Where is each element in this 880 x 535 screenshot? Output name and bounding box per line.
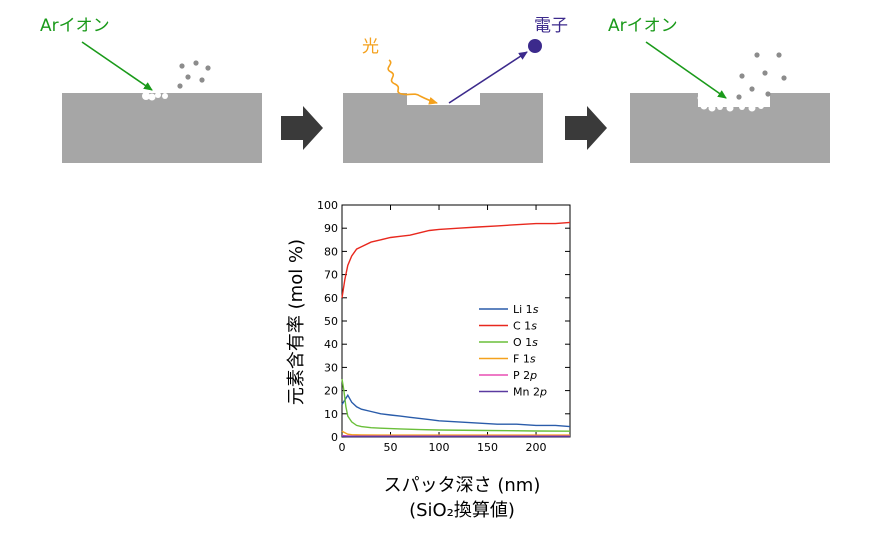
x-ray-wavy-arrow: [387, 59, 438, 105]
sputter-debris-3: [697, 94, 764, 112]
sample-block-2: [343, 93, 543, 163]
step2-panel: 光 電子: [343, 16, 568, 163]
ar-ion-label-3: Arイオン: [608, 16, 678, 36]
sputter-debris-1: [142, 92, 168, 101]
x-tick-label: 150: [477, 441, 498, 454]
x-tick-label: 50: [384, 441, 398, 454]
y-tick-label: 10: [324, 408, 338, 421]
depth-profile-chart: 0 10 20 30 40 50 60 70 80 90 100 0 50 100 150 200 Li 1s…: [286, 199, 571, 521]
electron-label: 電子: [534, 16, 568, 36]
y-tick-label: 30: [324, 361, 338, 374]
y-tick-label: 20: [324, 385, 338, 398]
x-tick-label: 200: [526, 441, 547, 454]
step1-panel: Arイオン: [40, 16, 262, 163]
x-tick-label: 100: [429, 441, 450, 454]
chart-series: [341, 221, 571, 438]
legend-label: F 1s: [513, 353, 536, 366]
ar-ion-arrow-3: [645, 41, 727, 99]
process-arrow-1: [281, 106, 323, 150]
ar-ion-label-1: Arイオン: [40, 16, 110, 36]
x-axis-sublabel: (SiO₂換算値): [409, 500, 515, 521]
ar-ion-arrow-1: [81, 41, 153, 91]
ejected-particles-1: [177, 60, 211, 89]
y-tick-label: 70: [324, 269, 338, 282]
y-tick-label: 90: [324, 222, 338, 235]
chart-axes: 0 10 20 30 40 50 60 70 80 90 100 0 50 100 150 200: [317, 199, 570, 454]
y-tick-label: 0: [331, 431, 338, 444]
legend-label: O 1s: [513, 336, 538, 349]
chart-legend: Li 1s C 1s O 1s F 1s P 2p Mn 2p: [479, 303, 547, 399]
light-label: 光: [362, 37, 379, 57]
photoelectron-arrow: [448, 51, 528, 104]
process-arrow-2: [565, 106, 607, 150]
x-axis-label: スパッタ深さ (nm): [384, 475, 541, 496]
y-tick-label: 50: [324, 315, 338, 328]
x-tick-label: 0: [339, 441, 346, 454]
y-tick-label: 60: [324, 292, 338, 305]
ejected-particles-3: [736, 52, 787, 100]
sample-block-3: [630, 93, 830, 163]
series-line-f-1s: [341, 430, 570, 436]
series-line-o-1s: [341, 378, 571, 432]
legend-label: Li 1s: [513, 303, 539, 316]
series-line-c-1s: [341, 221, 571, 298]
y-axis-label: 元素含有率 (mol %): [286, 239, 307, 405]
legend-label: P 2p: [513, 369, 537, 382]
sample-block-1: [62, 93, 262, 163]
y-tick-label: 80: [324, 245, 338, 258]
y-tick-label: 40: [324, 338, 338, 351]
series-line-li-1s: [341, 393, 571, 428]
step3-panel: Arイオン: [608, 16, 830, 163]
y-tick-label: 100: [317, 199, 338, 212]
legend-label: C 1s: [513, 320, 537, 333]
electron-icon: [528, 39, 542, 53]
legend-label: Mn 2p: [513, 386, 547, 399]
